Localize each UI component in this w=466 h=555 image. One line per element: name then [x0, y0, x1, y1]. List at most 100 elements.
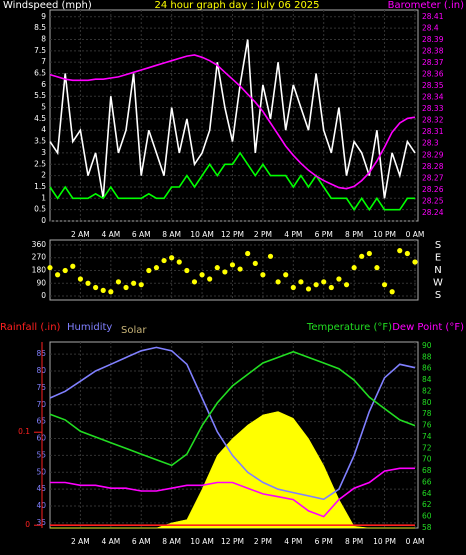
y-tick-label: 28.34 [422, 93, 444, 102]
direction-point [138, 282, 144, 288]
x-tick-label: 4 AM [101, 230, 120, 239]
direction-point [146, 267, 152, 274]
y-tick-label: 80 [422, 398, 432, 407]
y-tick-label: 8 [41, 34, 46, 43]
x-tick-label: 4 PM [284, 537, 302, 546]
y-tick-label: 90 [422, 341, 432, 350]
direction-point [191, 279, 198, 285]
y-tick-label: 9 [41, 12, 46, 21]
y-tick-label: 68 [422, 466, 432, 475]
direction-point [321, 279, 327, 285]
x-tick-label: 8 PM [345, 537, 363, 546]
direction-point [305, 286, 312, 292]
y-tick-label: 58 [422, 523, 432, 532]
y-tick-label: 3 [41, 148, 46, 157]
y-tick-label: 28.38 [422, 47, 444, 56]
direction-point [336, 276, 342, 282]
y-tick-label: 60 [422, 512, 432, 521]
y-tick-label: 84 [422, 375, 432, 384]
series-line [50, 467, 415, 518]
x-tick-label: 10 AM [190, 230, 214, 239]
direction-point [153, 265, 160, 271]
y-tick-label: 62 [422, 500, 432, 509]
plot-area [49, 9, 419, 222]
direction-point [199, 272, 205, 278]
y-tick-label: 0 [41, 216, 46, 225]
x-tick-label: 12 PM [221, 230, 244, 239]
y-tick-label: 90 [36, 278, 46, 287]
y-tick-label: 28.39 [422, 35, 444, 44]
y-tick-label: 74 [422, 432, 432, 441]
y-tick-label: 28.41 [422, 12, 444, 21]
direction-point [93, 284, 99, 291]
y-tick-label: 28.29 [422, 150, 444, 159]
chart-title: 24 hour graph day : July 06 2025 [154, 0, 319, 11]
y-tick-label: 1 [41, 193, 46, 202]
direction-point [207, 276, 213, 282]
y-tick-label: 7.5 [34, 46, 46, 55]
direction-point [252, 260, 258, 267]
y-tick-label: 28.32 [422, 116, 444, 125]
y-tick-label: 76 [422, 421, 432, 430]
direction-point [260, 272, 266, 278]
direction-point [123, 284, 129, 291]
direction-point [161, 257, 167, 264]
direction-point [62, 267, 68, 274]
direction-point [275, 279, 281, 285]
solar-label: Solar [121, 325, 147, 336]
direction-point [85, 280, 91, 286]
x-tick-label: 10 AM [190, 537, 214, 546]
direction-point [184, 267, 190, 274]
series-line [49, 346, 416, 501]
y-tick-label: 28.27 [422, 173, 444, 182]
y-tick-label: 64 [422, 489, 432, 498]
y-tick-label: 0.5 [34, 205, 46, 214]
y-tick-label: 2 [41, 171, 46, 180]
x-tick-label: 6 AM [132, 537, 151, 546]
y-tick-label: 2.5 [34, 159, 46, 168]
y-tick-label: 70 [36, 400, 46, 409]
direction-point [351, 265, 357, 271]
x-tick-label: 6 PM [315, 537, 333, 546]
x-tick-label: 2 PM [254, 537, 272, 546]
direction-point [412, 259, 418, 265]
y-tick-label: 28.26 [422, 185, 444, 194]
y-tick-label: 50 [36, 467, 46, 476]
y-tick-label: 40 [36, 501, 46, 510]
direction-point [237, 266, 243, 272]
direction-point [283, 272, 289, 278]
x-tick-label: 2 AM [71, 230, 90, 239]
direction-point [55, 272, 61, 278]
y-tick-label: 270 [32, 253, 47, 262]
compass-label: S [435, 240, 441, 251]
x-tick-label: 8 AM [162, 537, 181, 546]
direction-point [100, 287, 106, 293]
y-tick-label: 8.5 [34, 23, 46, 32]
y-tick-label: 66 [422, 477, 432, 486]
y-tick-label: 4 [41, 125, 46, 134]
direction-point [290, 284, 296, 291]
direction-point [70, 263, 76, 269]
y-tick-label: 70 [422, 455, 432, 464]
humidity-label: Humidity [67, 322, 112, 333]
y-tick-label: 28.28 [422, 162, 444, 171]
series-line [49, 151, 415, 212]
barometer-label: Barometer (.in) [388, 0, 464, 11]
x-tick-label: 6 PM [315, 230, 333, 239]
direction-point [108, 289, 114, 295]
x-tick-label: 10 PM [373, 230, 396, 239]
direction-point [222, 269, 228, 275]
x-tick-label: 10 PM [373, 537, 396, 546]
direction-point [47, 265, 53, 271]
y-tick-label: 7 [41, 57, 46, 66]
y-tick-label: 1.5 [34, 182, 46, 191]
y-tick-label: 28.3 [422, 139, 439, 148]
direction-point [404, 250, 410, 257]
direction-point [343, 282, 350, 288]
y-tick-label: 28.35 [422, 81, 444, 90]
x-tick-label: 4 AM [101, 537, 120, 546]
direction-point [77, 276, 84, 282]
direction-point [397, 248, 403, 254]
y-tick-label: 5 [41, 103, 46, 112]
series-line [49, 350, 416, 467]
